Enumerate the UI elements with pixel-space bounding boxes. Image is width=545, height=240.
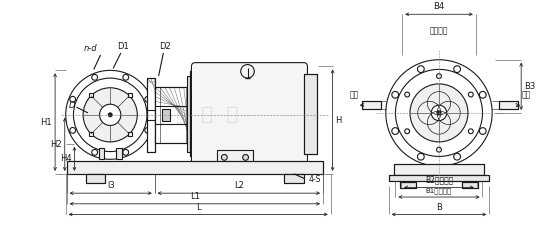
Text: 出口: 出口 bbox=[349, 90, 359, 99]
Text: B1（泵端）: B1（泵端） bbox=[426, 187, 452, 194]
Bar bbox=[186, 76, 195, 152]
Circle shape bbox=[92, 150, 98, 155]
Text: B3: B3 bbox=[524, 82, 535, 91]
Bar bbox=[362, 101, 381, 109]
Bar bbox=[86, 174, 105, 184]
Text: L: L bbox=[196, 203, 201, 211]
Text: L1: L1 bbox=[190, 192, 200, 201]
Bar bbox=[147, 78, 155, 152]
Text: L2: L2 bbox=[234, 181, 244, 190]
Bar bbox=[66, 161, 323, 174]
Bar bbox=[400, 182, 416, 188]
Circle shape bbox=[83, 88, 137, 142]
Bar bbox=[393, 164, 485, 175]
Circle shape bbox=[392, 91, 398, 98]
Circle shape bbox=[100, 104, 121, 126]
Bar bbox=[116, 148, 122, 159]
Bar bbox=[155, 87, 190, 143]
Circle shape bbox=[70, 127, 76, 133]
Circle shape bbox=[145, 96, 150, 102]
Text: 源  泵  业: 源 泵 业 bbox=[176, 105, 238, 124]
Circle shape bbox=[417, 153, 424, 160]
Circle shape bbox=[437, 74, 441, 78]
Bar bbox=[190, 71, 195, 156]
Bar bbox=[89, 132, 93, 136]
Bar bbox=[389, 175, 489, 180]
Text: B2（泵端）: B2（泵端） bbox=[425, 175, 453, 185]
Circle shape bbox=[70, 96, 76, 102]
Bar bbox=[284, 174, 304, 184]
Bar bbox=[400, 182, 416, 188]
Bar bbox=[499, 101, 518, 109]
Bar bbox=[462, 182, 477, 188]
Bar bbox=[462, 182, 477, 188]
Bar bbox=[499, 101, 518, 109]
Circle shape bbox=[386, 60, 492, 166]
Text: 4-S: 4-S bbox=[308, 175, 321, 184]
Circle shape bbox=[437, 111, 441, 115]
Bar bbox=[155, 87, 190, 143]
Circle shape bbox=[74, 78, 147, 152]
Text: 法兰宽度: 法兰宽度 bbox=[429, 26, 448, 35]
Text: D2: D2 bbox=[160, 42, 171, 51]
Circle shape bbox=[92, 74, 98, 80]
Bar bbox=[147, 78, 155, 152]
Circle shape bbox=[437, 147, 441, 152]
Bar bbox=[190, 71, 195, 156]
Bar bbox=[393, 164, 485, 175]
Text: D: D bbox=[69, 101, 76, 110]
Bar bbox=[304, 74, 317, 154]
Circle shape bbox=[221, 155, 227, 160]
Circle shape bbox=[145, 127, 150, 133]
Bar bbox=[128, 93, 132, 97]
Circle shape bbox=[396, 69, 482, 156]
Bar bbox=[362, 101, 381, 109]
FancyBboxPatch shape bbox=[191, 63, 307, 165]
Circle shape bbox=[454, 153, 461, 160]
Text: n-d: n-d bbox=[84, 44, 98, 53]
Text: H4: H4 bbox=[60, 154, 71, 163]
Text: B4: B4 bbox=[433, 2, 445, 11]
Bar bbox=[284, 174, 304, 184]
Bar bbox=[216, 150, 253, 166]
Text: H2: H2 bbox=[50, 140, 62, 149]
Bar bbox=[155, 87, 190, 143]
Circle shape bbox=[123, 74, 129, 80]
Circle shape bbox=[405, 92, 410, 97]
Bar bbox=[147, 78, 155, 152]
Circle shape bbox=[243, 155, 249, 160]
Bar bbox=[89, 93, 93, 97]
Bar bbox=[162, 109, 170, 121]
Text: H1: H1 bbox=[40, 118, 52, 126]
Circle shape bbox=[480, 128, 486, 134]
Circle shape bbox=[468, 92, 473, 97]
Bar bbox=[86, 174, 105, 184]
Circle shape bbox=[417, 66, 424, 72]
Text: D1: D1 bbox=[117, 42, 129, 51]
Text: l3: l3 bbox=[107, 181, 114, 190]
Circle shape bbox=[123, 150, 129, 155]
Bar bbox=[304, 74, 317, 154]
Bar bbox=[128, 132, 132, 136]
Bar bbox=[190, 71, 195, 156]
Circle shape bbox=[392, 128, 398, 134]
Text: B: B bbox=[436, 203, 442, 211]
Bar bbox=[389, 175, 489, 180]
Circle shape bbox=[108, 113, 112, 117]
Circle shape bbox=[410, 84, 468, 142]
Circle shape bbox=[468, 129, 473, 134]
Bar bbox=[99, 148, 105, 159]
Circle shape bbox=[454, 66, 461, 72]
Circle shape bbox=[405, 129, 410, 134]
Circle shape bbox=[431, 105, 447, 121]
Text: 进口: 进口 bbox=[521, 90, 530, 99]
Text: H: H bbox=[336, 116, 342, 125]
Bar bbox=[66, 161, 323, 174]
Circle shape bbox=[66, 70, 155, 159]
Circle shape bbox=[480, 91, 486, 98]
